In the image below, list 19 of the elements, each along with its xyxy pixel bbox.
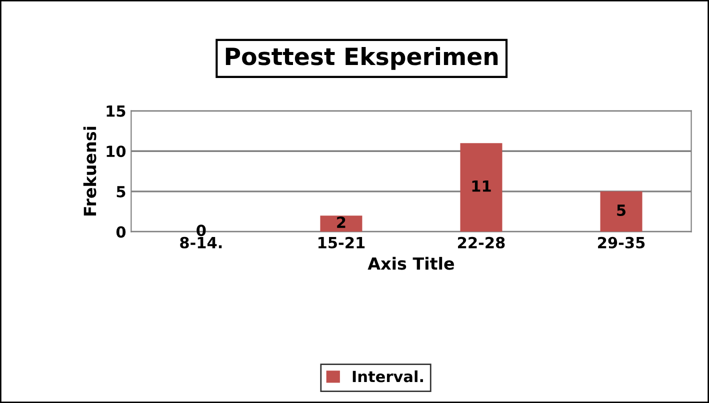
data-label: 5 [617,204,626,216]
x-axis-title: Axis Title [368,256,454,270]
bar [600,191,642,232]
y-axis-title: Frekuensi [83,126,96,216]
bar [460,143,502,232]
x-tick-label: 22-28 [458,236,505,248]
y-tick-label: 15 [106,105,126,117]
x-tick-label: 8-14. [180,236,222,248]
y-tick-label: 10 [106,146,126,158]
bar [320,216,362,232]
data-label: 11 [472,180,491,192]
legend-label: Interval. [352,370,423,382]
x-tick-label: 29-35 [598,236,645,248]
data-label: 0 [196,224,206,236]
data-label: 2 [337,216,346,228]
chart-title: Posttest Eksperimen [226,47,498,70]
y-tick-label: 5 [116,186,126,198]
y-tick-label: 0 [116,226,126,238]
x-tick-label: 15-21 [318,236,365,248]
